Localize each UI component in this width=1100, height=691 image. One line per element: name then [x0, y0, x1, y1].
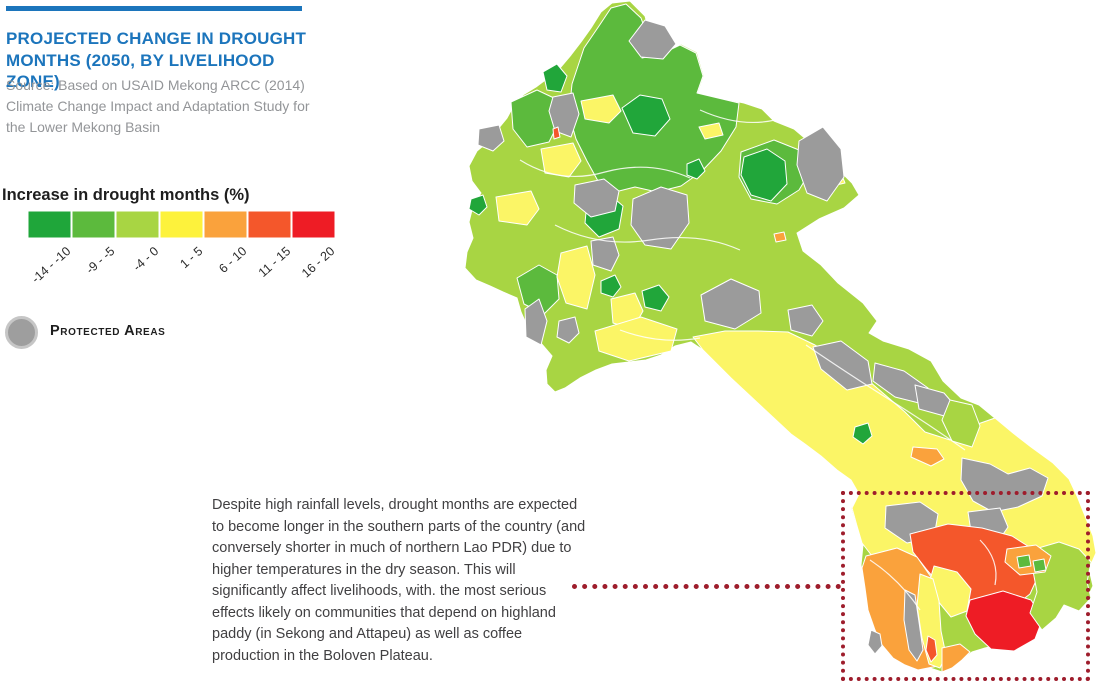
legend-swatch-7: [291, 211, 336, 238]
zone-patch: [925, 635, 938, 663]
protected-area-patch: [628, 19, 677, 60]
protected-area-patches-north: [477, 19, 845, 346]
zone-patch: [621, 94, 671, 137]
protected-area-patch: [700, 278, 762, 330]
protected-area-patch: [630, 186, 690, 250]
protected-area-patch: [590, 236, 620, 272]
protected-area-patch: [903, 589, 924, 662]
zone-patch: [641, 284, 670, 312]
zone-patch: [740, 148, 788, 202]
callout-leader-line: [572, 584, 841, 589]
protected-area-patch: [477, 124, 505, 152]
southern-bulge-patches: [861, 501, 1092, 673]
legend-title: Increase in drought months (%): [2, 186, 250, 204]
legend-swatch-1: [28, 211, 72, 238]
zone-patch: [516, 264, 560, 315]
callout-rectangle: [841, 491, 1090, 681]
zone-patch: [600, 274, 622, 298]
source-note: Source: Based on USAID Mekong ARCC (2014…: [6, 77, 310, 135]
zone-patch: [941, 399, 981, 448]
zone-boundary-lines: [519, 109, 997, 611]
page-title: PROJECTED CHANGE IN DROUGHT MONTHS (2050…: [6, 29, 307, 91]
legend-swatch-6: [247, 211, 292, 238]
protected-area-patch: [812, 340, 873, 391]
panhandle-patches: [787, 304, 1049, 513]
zone-patch: [1032, 558, 1047, 573]
legend-swatch-4: [159, 211, 204, 238]
zone-patches-dark-green: [468, 63, 788, 312]
zone-patch: [910, 446, 945, 467]
annotation-text: Despite high rainfall levels, drought mo…: [212, 497, 586, 664]
zone-patch: [468, 194, 488, 216]
zone-patch: [552, 126, 561, 140]
protected-area-patch: [787, 304, 824, 337]
protected-area-patch: [524, 298, 548, 346]
legend-swatch-3: [115, 211, 160, 238]
zone-patch: [698, 122, 724, 140]
protected-area-patch: [573, 178, 620, 218]
legend-swatch-5: [203, 211, 248, 238]
header-accent-rule: [6, 6, 302, 11]
zone-patch: [580, 94, 622, 124]
legend-swatch-2: [71, 211, 116, 238]
zone-patch: [941, 643, 971, 673]
zone-patch: [542, 63, 568, 93]
zone-patch: [965, 590, 1044, 652]
protected-areas-icon: [5, 316, 38, 349]
zone-patch: [1016, 554, 1032, 569]
legend-color-ramp: [28, 211, 336, 238]
zone-patch: [773, 231, 787, 243]
zone-patches-yellow: [495, 94, 846, 362]
protected-area-patch: [556, 316, 580, 344]
zone-patch: [540, 142, 582, 178]
protected-area-patch: [867, 629, 883, 655]
zone-patch: [594, 316, 678, 362]
protected-area-patch: [796, 126, 845, 202]
zone-patch: [495, 190, 540, 226]
zone-patch: [556, 245, 596, 310]
protected-areas-label: Protected Areas: [50, 323, 166, 339]
zone-patch: [686, 158, 706, 180]
protected-area-patch: [548, 92, 580, 138]
zone-patch: [852, 422, 873, 445]
